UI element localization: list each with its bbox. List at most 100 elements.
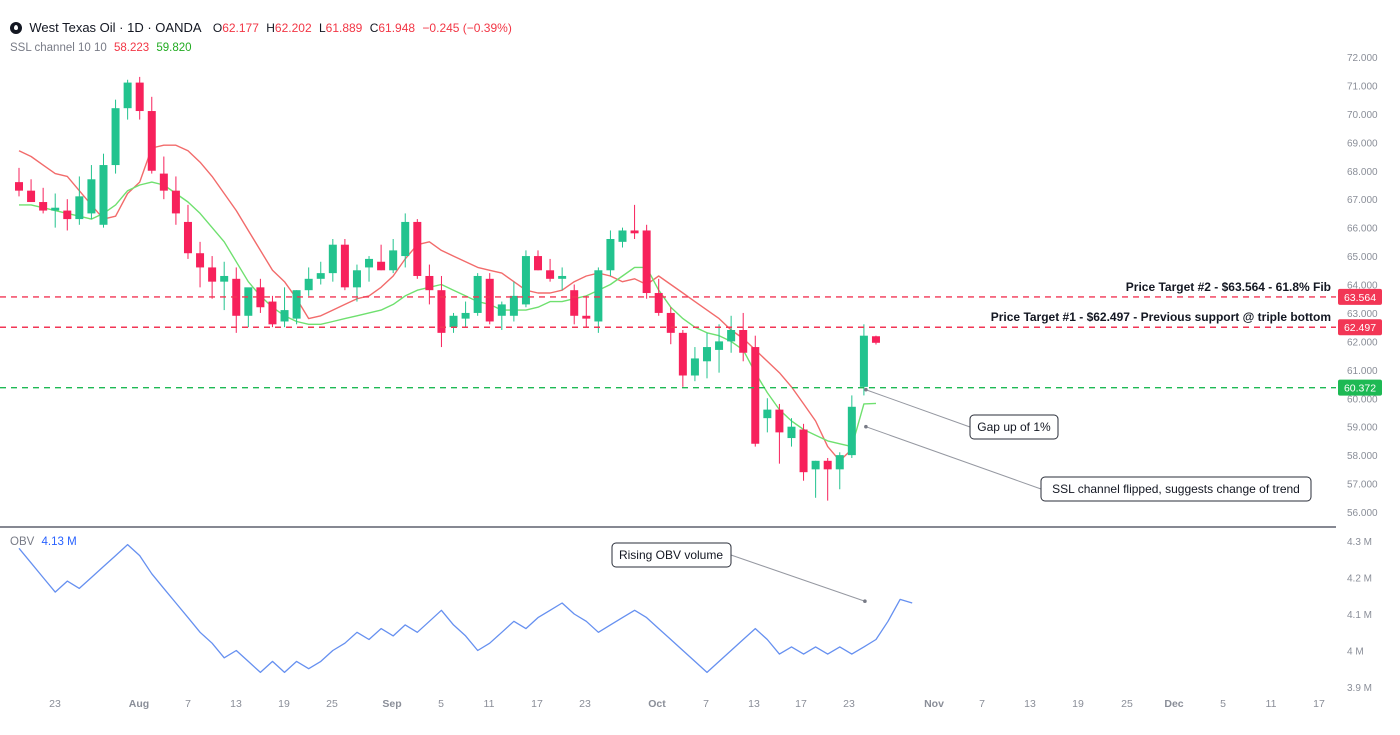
candle-body: [534, 256, 543, 271]
time-axis-tick: 23: [579, 698, 591, 710]
candle-body: [340, 244, 349, 288]
ssl-flip-callout-anchor: [864, 424, 868, 429]
time-axis-tick: 5: [438, 698, 444, 710]
candle-body: [147, 111, 156, 171]
candle-body: [654, 293, 663, 313]
symbol-title[interactable]: West Texas Oil · 1D · OANDA: [29, 20, 202, 35]
high-value: 62.202: [274, 21, 312, 35]
candle-body: [280, 310, 289, 322]
time-axis-tick: 11: [1266, 698, 1277, 710]
candle-body: [449, 315, 458, 328]
time-axis-tick: 13: [748, 698, 760, 710]
obv-axis-tick: 4 M: [1347, 647, 1364, 658]
time-axis-tick: Nov: [924, 698, 944, 710]
low-label: L: [318, 21, 326, 35]
ssl-flip-callout-leader: [865, 426, 1042, 490]
candle-body: [546, 270, 555, 279]
price-axis-tick: 60.000: [1347, 394, 1378, 405]
price-axis-tick: 62.000: [1347, 337, 1378, 348]
obv-legend[interactable]: OBV 4.13 M: [10, 536, 81, 548]
price-axis-tick: 64.000: [1347, 281, 1378, 292]
gap-up-callout-leader: [865, 389, 971, 428]
obv-callout-box: [611, 542, 732, 568]
price-axis-tick: 63.000: [1347, 309, 1378, 320]
price-axis-tick: 68.000: [1347, 167, 1378, 178]
candle-body: [123, 82, 132, 109]
candle-body: [558, 275, 567, 279]
candle-body: [521, 256, 530, 305]
candle-body: [27, 190, 36, 203]
candle-body: [690, 358, 699, 376]
candle-body: [244, 287, 253, 316]
candle-body: [461, 312, 470, 319]
candle-body: [606, 239, 615, 271]
price-axis-tick: 66.000: [1347, 224, 1378, 235]
ssl-down-value: 58.223: [113, 42, 150, 54]
candle-body: [630, 230, 639, 234]
time-axis-tick: 25: [1121, 698, 1133, 710]
ssl-up-line: [19, 181, 877, 448]
time-axis-tick: 17: [1313, 698, 1325, 710]
time-axis-tick: 7: [185, 698, 191, 710]
price-axis-tick: 65.000: [1347, 252, 1378, 263]
time-axis-tick: 13: [1024, 698, 1036, 710]
time-axis-tick: 19: [278, 698, 290, 710]
price-target-annotation: Price Target #1 - $62.497 - Previous sup…: [991, 310, 1331, 324]
candle-body: [99, 165, 108, 225]
time-axis-tick: Aug: [129, 698, 149, 710]
ssl-flip-callout-text: SSL channel flipped, suggests change of …: [1052, 482, 1300, 496]
ssl-legend[interactable]: SSL channel 10 10 58.223 59.820: [10, 42, 196, 54]
price-axis-tick: 61.000: [1347, 366, 1378, 377]
low-value: 61.889: [325, 21, 363, 35]
candle-body: [702, 347, 711, 362]
candle-body: [823, 460, 832, 470]
candle-body: [268, 301, 277, 325]
obv-value: 4.13 M: [41, 536, 77, 548]
gap-up-callout-box: [969, 414, 1059, 440]
obv-axis-tick: 4.2 M: [1347, 574, 1372, 585]
price-axis-tick: 72.000: [1347, 53, 1378, 64]
candle-body: [135, 82, 144, 112]
candle-body: [63, 210, 72, 220]
gap-up-callout-text: Gap up of 1%: [977, 420, 1051, 434]
price-axis-tick: 59.000: [1347, 423, 1378, 434]
candle-body: [377, 261, 386, 271]
time-axis-tick: 17: [531, 698, 543, 710]
time-axis-tick: Dec: [1164, 698, 1183, 710]
candle-body: [111, 108, 120, 166]
candle-body: [739, 330, 748, 353]
ssl-flip-callout-box: [1040, 476, 1312, 502]
price-label-text: 63.564: [1344, 292, 1376, 304]
time-axis-tick: 25: [326, 698, 338, 710]
candle-body: [642, 230, 651, 294]
candle-body: [473, 275, 482, 313]
candle-body: [365, 258, 374, 268]
ssl-up-value: 59.820: [156, 42, 192, 54]
candle-body: [316, 273, 325, 279]
price-axis-tick: 58.000: [1347, 451, 1378, 462]
candle-body: [871, 336, 880, 343]
price-label-badge: [1338, 379, 1382, 396]
high-label: H: [266, 21, 275, 35]
price-label-text: 62.497: [1344, 322, 1376, 334]
time-axis-tick: 5: [1220, 698, 1226, 710]
candle-body: [509, 295, 518, 316]
candle-body: [75, 196, 84, 220]
candle-body: [859, 335, 868, 387]
ssl-down-line: [18, 144, 853, 462]
price-label-text: 60.372: [1344, 383, 1376, 395]
close-label: C: [369, 21, 379, 35]
candle-body: [401, 221, 410, 257]
candle-body: [304, 278, 313, 291]
open-label: O: [212, 21, 223, 35]
price-label-badge: [1338, 319, 1382, 336]
candle-body: [328, 244, 337, 274]
candle-body: [715, 341, 724, 350]
obv-indicator-name: OBV: [10, 536, 35, 548]
obv-axis-tick: 4.1 M: [1347, 610, 1372, 621]
candle-body: [666, 312, 675, 333]
candle-body: [678, 332, 687, 376]
candle-body: [352, 270, 361, 288]
